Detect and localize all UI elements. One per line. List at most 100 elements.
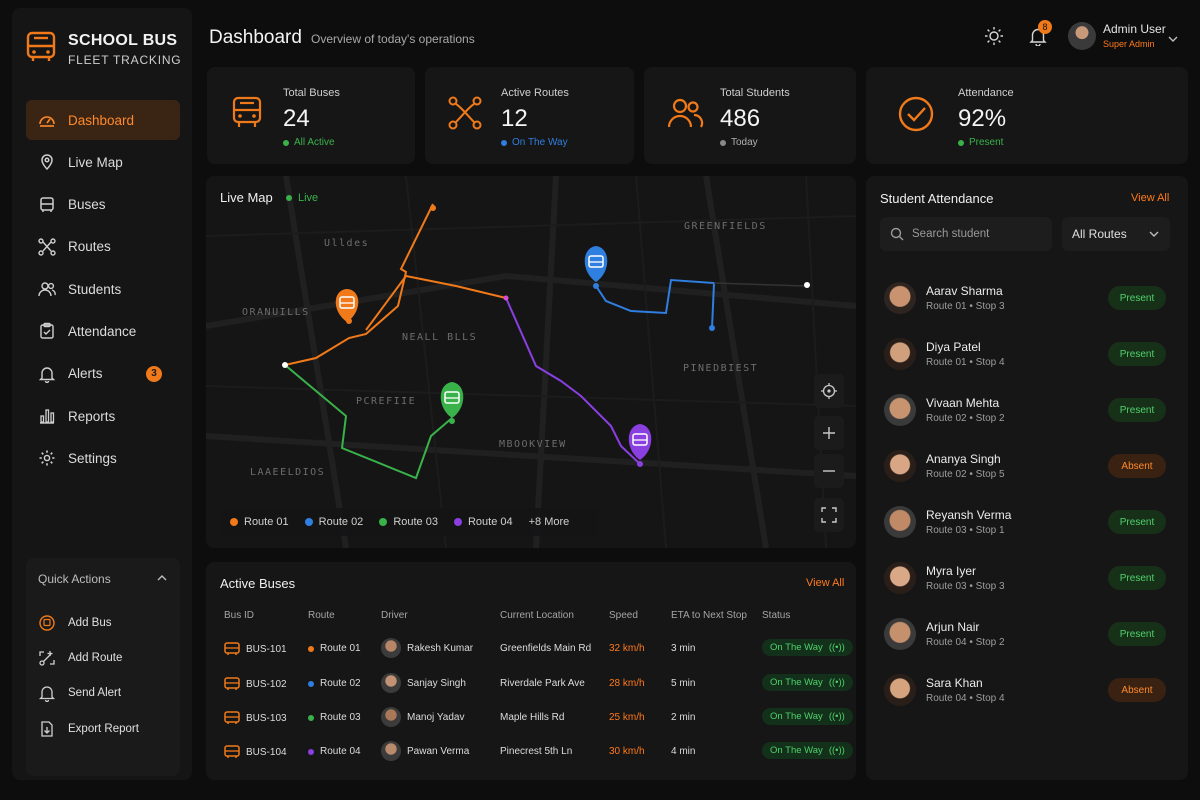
attendance-view-all-link[interactable]: View All xyxy=(1131,192,1170,204)
stat-value: 12 xyxy=(501,105,528,132)
locate-button[interactable] xyxy=(814,374,844,408)
student-route: Route 03 • Stop 3 xyxy=(926,581,1005,592)
add-bus-button[interactable]: Add Bus xyxy=(38,614,111,632)
sidebar-item-label: Buses xyxy=(68,197,106,213)
legend-more[interactable]: +8 More xyxy=(528,516,570,528)
theme-toggle-button[interactable] xyxy=(984,26,1004,51)
bus-logo-icon xyxy=(24,30,58,69)
students-icon xyxy=(667,98,704,128)
legend-route-02[interactable]: Route 02 xyxy=(304,516,363,528)
fullscreen-button[interactable] xyxy=(814,498,844,532)
quick-actions-header[interactable]: Quick Actions xyxy=(38,572,168,586)
map-legend: Route 01 Route 02 Route 03 Route 04 +8 M… xyxy=(220,508,598,536)
sidebar-item-label: Students xyxy=(68,281,122,297)
legend-route-03[interactable]: Route 03 xyxy=(379,516,438,528)
sidebar-item-label: Reports xyxy=(68,408,116,424)
list-item[interactable]: Arjun Nair Route 04 • Stop 2 Present xyxy=(880,609,1174,659)
sidebar-item-routes[interactable]: Routes xyxy=(26,227,180,267)
bus-marker-route-02[interactable] xyxy=(584,246,608,282)
signal-icon: ((•)) xyxy=(828,745,845,756)
list-item[interactable]: Ananya Singh Route 02 • Stop 5 Absent xyxy=(880,441,1174,491)
table-row[interactable]: BUS-101 Route 01 Rakesh Kumar Greenfield… xyxy=(206,632,856,666)
send-alert-button[interactable]: Send Alert xyxy=(38,684,121,702)
stat-card-total-buses: Total Buses 24 All Active xyxy=(207,67,415,164)
location-cell: Greenfields Main Rd xyxy=(500,643,592,654)
stat-label: Active Routes xyxy=(501,87,569,99)
legend-route-04[interactable]: Route 04 xyxy=(453,516,513,528)
route-filter-select[interactable]: All Routes xyxy=(1062,217,1170,251)
stat-card-attendance: Attendance 92% Present xyxy=(866,67,1188,164)
driver-cell: Pawan Verma xyxy=(381,741,469,761)
route-cell: Route 01 xyxy=(308,643,361,654)
zoom-out-button[interactable] xyxy=(814,454,844,488)
quick-actions-title: Quick Actions xyxy=(38,572,111,586)
driver-cell: Rakesh Kumar xyxy=(381,638,473,658)
student-name: Reyansh Verma xyxy=(926,508,1012,522)
signal-icon: ((•)) xyxy=(828,677,845,688)
sidebar-item-buses[interactable]: Buses xyxy=(26,185,180,225)
speed-cell: 32 km/h xyxy=(609,643,645,654)
status-badge: Present xyxy=(1108,566,1166,590)
reports-icon xyxy=(40,409,55,424)
sidebar-item-students[interactable]: Students xyxy=(26,269,180,309)
routes-icon xyxy=(38,238,56,256)
search-input[interactable]: Search student xyxy=(880,217,1052,251)
list-item[interactable]: Aarav Sharma Route 01 • Stop 3 Present xyxy=(880,273,1174,323)
bus-id-cell: BUS-101 xyxy=(224,642,287,656)
status-badge: On The Way ((•)) xyxy=(762,674,853,691)
status-badge: Present xyxy=(1108,622,1166,646)
zoom-in-button[interactable] xyxy=(814,416,844,450)
sidebar-item-attendance[interactable]: Attendance xyxy=(26,311,180,351)
add-route-button[interactable]: Add Route xyxy=(38,649,122,667)
sidebar: SCHOOL BUS FLEET TRACKING Dashboard Live… xyxy=(12,8,192,780)
column-header: Current Location xyxy=(500,610,574,621)
map-canvas[interactable] xyxy=(206,176,856,548)
table-row[interactable]: BUS-102 Route 02 Sanjay Singh Riverdale … xyxy=(206,667,856,701)
table-row[interactable]: BUS-103 Route 03 Manoj Yadav Maple Hills… xyxy=(206,701,856,735)
minus-icon xyxy=(823,470,835,472)
brand: SCHOOL BUS FLEET TRACKING xyxy=(24,30,181,69)
sidebar-item-settings[interactable]: Settings xyxy=(26,438,180,478)
map-area-label: PINEDBIEST xyxy=(683,363,759,374)
legend-route-01[interactable]: Route 01 xyxy=(230,516,289,528)
list-item[interactable]: Reyansh Verma Route 03 • Stop 1 Present xyxy=(880,497,1174,547)
status-badge: Present xyxy=(1108,510,1166,534)
attendance-title: Student Attendance xyxy=(880,191,994,206)
stat-value: 486 xyxy=(720,105,761,132)
students-icon xyxy=(38,282,56,297)
qa-label: Add Bus xyxy=(68,617,112,629)
brand-subtitle: FLEET TRACKING xyxy=(68,53,182,67)
bus-icon xyxy=(224,642,240,655)
chevron-up-icon[interactable] xyxy=(156,572,168,586)
sidebar-item-live-map[interactable]: Live Map xyxy=(26,142,180,182)
map-area-label: Ulldes xyxy=(324,238,370,249)
status-badge: Absent xyxy=(1108,454,1166,478)
avatar[interactable] xyxy=(1068,22,1096,50)
chevron-down-icon[interactable] xyxy=(1167,31,1179,49)
sidebar-nav: Dashboard Live Map Buses Routes Students… xyxy=(26,100,180,481)
send-alert-icon xyxy=(38,686,56,702)
bus-icon xyxy=(232,96,262,127)
sidebar-item-label: Attendance xyxy=(68,323,137,339)
search-icon xyxy=(890,227,904,241)
sidebar-item-dashboard[interactable]: Dashboard xyxy=(26,100,180,140)
list-item[interactable]: Myra Iyer Route 03 • Stop 3 Present xyxy=(880,553,1174,603)
live-map-panel[interactable]: GREENFIELDS Ulldes ORANUILLS NEALL BLLS … xyxy=(206,176,856,548)
list-item[interactable]: Vivaan Mehta Route 02 • Stop 2 Present xyxy=(880,385,1174,435)
attendance-icon xyxy=(40,323,54,340)
list-item[interactable]: Diya Patel Route 01 • Stop 4 Present xyxy=(880,329,1174,379)
check-circle-icon xyxy=(898,96,934,132)
bus-marker-route-01[interactable] xyxy=(335,289,359,322)
list-item[interactable]: Sara Khan Route 04 • Stop 4 Absent xyxy=(880,665,1174,715)
route-cell: Route 03 xyxy=(308,712,361,723)
table-row[interactable]: BUS-104 Route 04 Pawan Verma Pinecrest 5… xyxy=(206,735,856,769)
active-buses-view-all-link[interactable]: View All xyxy=(806,577,845,589)
student-name: Myra Iyer xyxy=(926,564,977,578)
bus-marker-route-04[interactable] xyxy=(628,424,652,460)
stat-label: Total Buses xyxy=(283,87,340,99)
map-area-label: GREENFIELDS xyxy=(684,221,767,232)
export-report-button[interactable]: Export Report xyxy=(38,720,139,738)
sidebar-item-reports[interactable]: Reports xyxy=(26,396,180,436)
sidebar-item-alerts[interactable]: Alerts 3 xyxy=(26,354,180,394)
bus-marker-route-03[interactable] xyxy=(440,382,464,418)
